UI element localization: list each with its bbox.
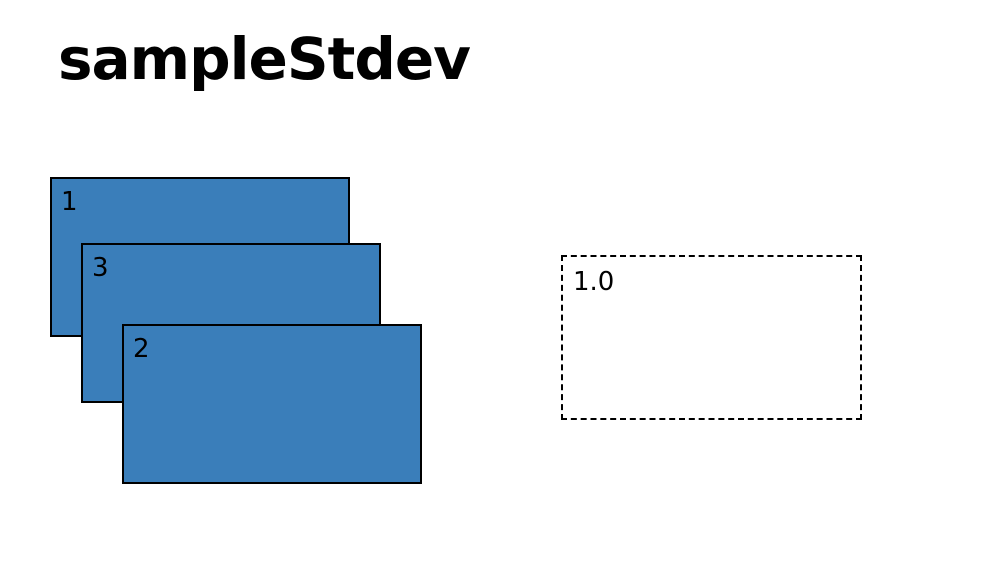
result-box: 1.0 bbox=[561, 255, 862, 420]
page-title: sampleStdev bbox=[58, 25, 471, 93]
input-card: 2 bbox=[122, 324, 422, 484]
input-card-label: 2 bbox=[133, 334, 150, 364]
input-card-label: 3 bbox=[92, 253, 109, 283]
result-label: 1.0 bbox=[573, 267, 615, 297]
input-card-label: 1 bbox=[61, 187, 78, 217]
